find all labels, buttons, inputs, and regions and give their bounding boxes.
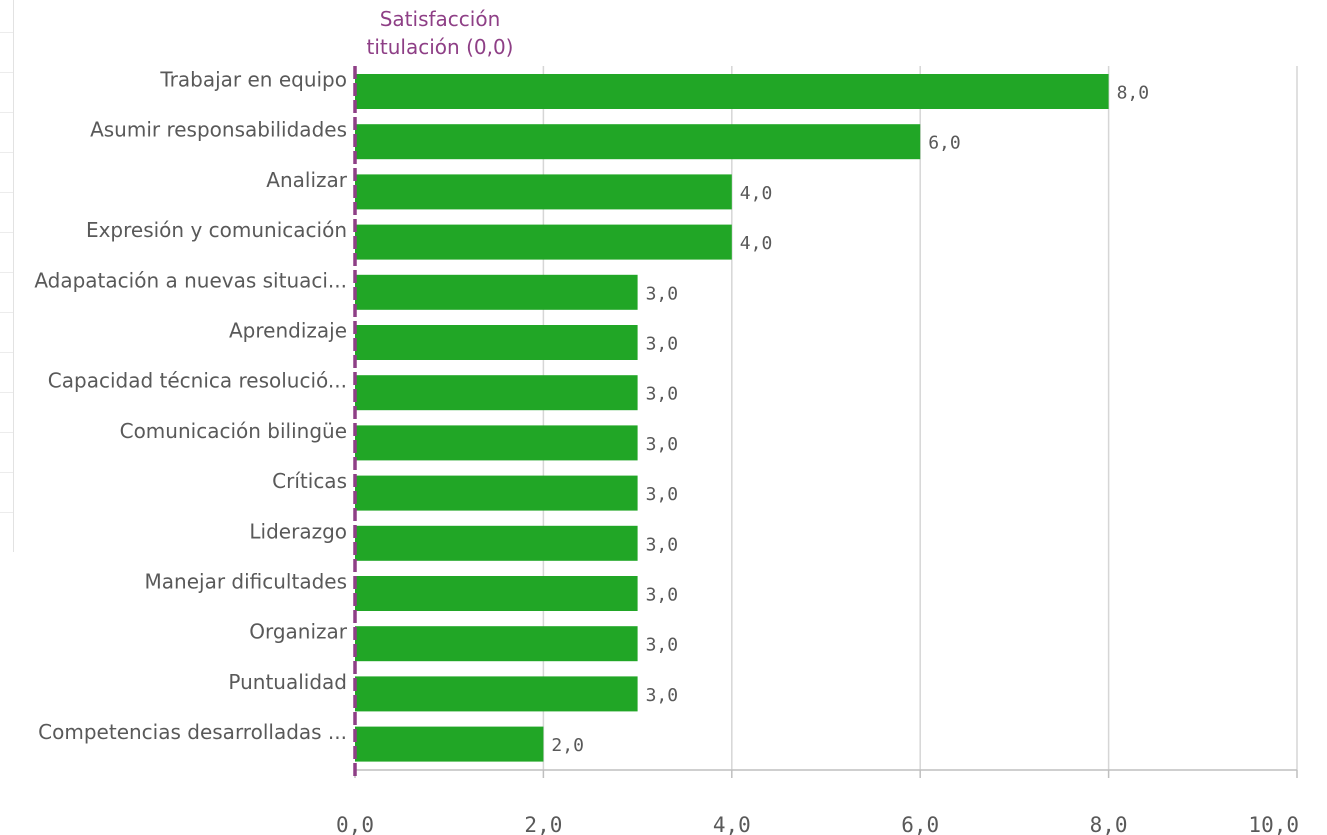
bar: [355, 525, 638, 561]
category-label: Críticas: [272, 469, 347, 493]
data-label: 3,0: [646, 585, 679, 606]
bar: [355, 174, 732, 210]
x-tick-label: 10,0: [1248, 813, 1299, 835]
data-label: 3,0: [646, 283, 679, 304]
reference-line: Satisfacción titulación (0,0): [353, 7, 514, 776]
x-tick-label: 0,0: [336, 813, 374, 835]
bar: [355, 676, 638, 712]
category-label: Trabajar en equipo: [159, 68, 347, 92]
bar: [355, 576, 638, 611]
data-label: 2,0: [551, 735, 584, 756]
bar: [355, 626, 638, 662]
data-label: 3,0: [646, 434, 679, 455]
bar: [355, 425, 638, 461]
reference-line-label: Satisfacción: [380, 7, 501, 31]
x-axis: 0,0 2,0 4,0 6,0 8,0 10,0: [336, 769, 1299, 835]
x-tick-label: 4,0: [713, 813, 751, 835]
data-label: 3,0: [646, 384, 679, 405]
bar: [355, 375, 638, 411]
bars: [355, 74, 1109, 762]
data-label: 3,0: [646, 685, 679, 706]
bar: [355, 274, 638, 310]
category-label: Adapatación a nuevas situaci...: [34, 268, 347, 292]
panel-divider: [0, 112, 13, 113]
data-label: 8,0: [1117, 83, 1150, 104]
data-label: 3,0: [646, 635, 679, 656]
data-label: 3,0: [646, 484, 679, 505]
bar: [355, 325, 638, 360]
x-tick-label: 2,0: [524, 813, 562, 835]
panel-divider: [0, 352, 13, 353]
panel-divider: [0, 512, 13, 513]
category-label: Liderazgo: [249, 519, 347, 543]
panel-divider: [0, 232, 13, 233]
data-label: 4,0: [740, 233, 773, 254]
grid-lines: [542, 66, 1298, 770]
panel-divider: [0, 272, 13, 273]
panel-divider: [0, 432, 13, 433]
category-label: Expresión y comunicación: [86, 218, 347, 242]
category-labels: Trabajar en equipo Asumir responsabilidad…: [34, 68, 347, 745]
panel-divider: [0, 392, 13, 393]
bar: [355, 726, 544, 762]
category-label: Aprendizaje: [229, 319, 347, 343]
bar: [355, 475, 638, 511]
bar: [355, 74, 1109, 109]
category-label: Competencias desarrolladas ...: [38, 720, 347, 744]
data-label: 3,0: [646, 334, 679, 355]
panel-divider: [0, 472, 13, 473]
x-tick-label: 6,0: [901, 813, 939, 835]
panel-divider: [0, 152, 13, 153]
data-label: 3,0: [646, 534, 679, 555]
category-label: Comunicación bilingüe: [120, 419, 347, 443]
panel-divider: [0, 72, 13, 73]
data-label: 6,0: [928, 133, 961, 154]
category-label: Organizar: [249, 620, 348, 644]
value-labels: 8,0 6,0 4,0 4,0 3,0 3,0 3,0 3,0 3,0 3,0 3,0 3,0 3,0 2…: [551, 83, 1149, 757]
bar: [355, 224, 732, 260]
x-tick-label: 8,0: [1090, 813, 1128, 835]
category-label: Analizar: [266, 168, 347, 192]
category-label: Puntualidad: [228, 670, 347, 694]
bar: [355, 124, 921, 160]
category-label: Manejar dificultades: [145, 570, 347, 594]
panel-divider: [0, 192, 13, 193]
category-label: Asumir responsabilidades: [90, 118, 347, 142]
left-panel-edge: [0, 0, 14, 552]
reference-line-label: titulación (0,0): [367, 35, 514, 59]
data-label: 4,0: [740, 183, 773, 204]
panel-divider: [0, 32, 13, 33]
panel-divider: [0, 312, 13, 313]
category-label: Capacidad técnica resolució...: [48, 369, 347, 393]
